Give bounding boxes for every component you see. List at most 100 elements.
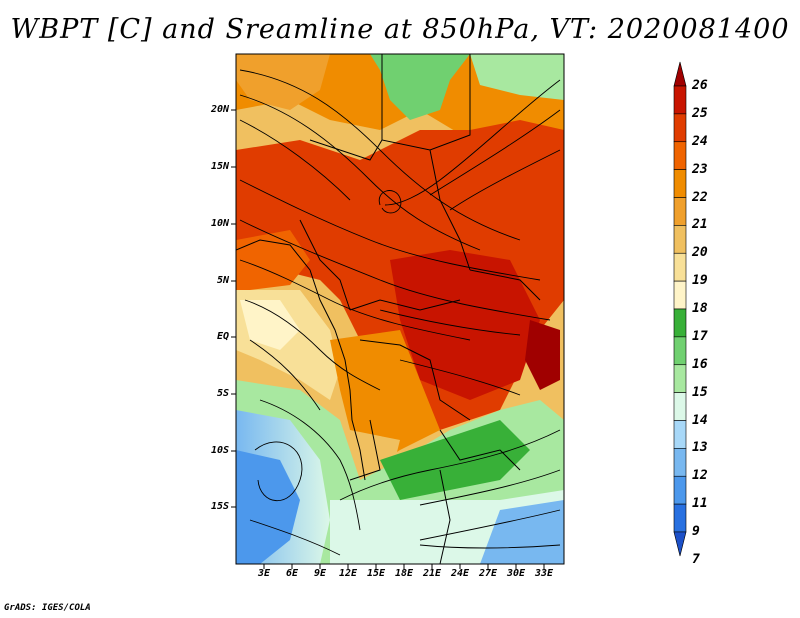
colorbar-label: 9: [692, 524, 700, 539]
colorbar-label: 19: [692, 273, 708, 289]
colorbar-label: 26: [692, 78, 708, 93]
colorbar-swatch: [673, 85, 687, 115]
lat-label: EQ: [216, 331, 229, 342]
colorbar-label: 15: [692, 384, 708, 400]
lon-label: 30E: [506, 568, 526, 579]
streamline-vortex: [378, 190, 402, 214]
lon-label: 18E: [394, 568, 414, 579]
streamline: [429, 109, 561, 196]
lat-label: 20N: [210, 104, 229, 115]
colorbar-label: 16: [692, 356, 708, 372]
colorbar-swatch: [673, 531, 687, 557]
border-line: [469, 269, 541, 301]
lon-label: 24E: [450, 568, 470, 579]
border-line: [309, 139, 383, 161]
colorbar-swatch: [673, 141, 687, 170]
colorbar-swatch: [673, 336, 687, 366]
colorbar-label: 18: [692, 301, 708, 316]
credit-text: GrADS: IGES/COLA: [4, 603, 91, 613]
wbpt-shading: [236, 54, 564, 564]
colorbar-label: 20: [692, 245, 708, 261]
lon-label: 33E: [534, 568, 554, 579]
colorbar-label: 25: [692, 105, 708, 121]
streamline: [249, 519, 341, 556]
colorbar-swatch: [673, 420, 687, 449]
lat-label: 15N: [210, 161, 229, 172]
streamline: [239, 259, 471, 341]
colorbar-label: 17: [692, 328, 708, 344]
border-line: [359, 339, 471, 421]
colorbar-swatch: [673, 475, 687, 505]
country-borders: [236, 54, 541, 564]
colorbar-swatch: [673, 225, 687, 254]
colorbar-swatch: [673, 113, 687, 143]
streamline: [384, 79, 561, 206]
streamline: [419, 544, 561, 549]
streamline: [399, 359, 521, 396]
colorbar-label: 11: [692, 496, 708, 512]
colorbar-label: 21: [692, 217, 708, 233]
lat-label: 10N: [210, 218, 229, 229]
lat-ticks: [231, 109, 236, 508]
lat-label: 5S: [216, 388, 229, 399]
streamline: [379, 309, 521, 336]
streamline: [259, 399, 361, 531]
border-line: [349, 419, 381, 481]
core-dark: [390, 250, 540, 400]
streamlines: [239, 69, 561, 556]
lon-label: 27E: [478, 568, 498, 579]
southern-green-dark: [380, 420, 530, 500]
lat-label: 15S: [210, 501, 229, 512]
colorbar-swatch: [673, 197, 687, 226]
streamline: [419, 509, 561, 541]
colorbar-label: 22: [692, 189, 708, 205]
lon-ticks: [263, 564, 545, 569]
border-line: [439, 469, 451, 564]
border-line: [299, 219, 351, 311]
streamline: [239, 69, 521, 241]
colorbar-swatch: [673, 308, 687, 338]
border-line: [429, 149, 471, 271]
colorbar-swatch: [673, 169, 687, 198]
coastline: [236, 239, 366, 481]
lon-label: 21E: [422, 568, 442, 579]
lon-label: 9E: [313, 568, 327, 579]
streamline: [249, 339, 321, 411]
colorbar-label: 12: [692, 468, 708, 484]
colorbar-label: 13: [692, 440, 708, 456]
streamline: [239, 219, 551, 321]
streamline-gyre: [254, 441, 303, 502]
colorbar-swatch: [673, 503, 687, 533]
lon-label: 12E: [338, 568, 358, 579]
gulf-lightest: [240, 300, 300, 350]
map-title: WBPT [C] and Sreamline at 850hPa, VT: 20…: [10, 14, 790, 45]
lon-label: 3E: [257, 568, 271, 579]
map-frame: [235, 53, 565, 565]
colorbar-swatch: [673, 280, 687, 310]
colorbar-label: 24: [692, 133, 708, 149]
colorbar: [673, 61, 687, 557]
top-green-patch-2: [470, 54, 564, 100]
colorbar-swatch: [673, 392, 687, 421]
border-line: [439, 429, 521, 471]
colorbar-swatch: [673, 61, 687, 87]
border-line: [349, 299, 461, 311]
colorbar-label: 14: [692, 412, 708, 428]
lat-label: 10S: [210, 445, 229, 456]
lon-label: 15E: [366, 568, 386, 579]
streamline: [244, 299, 381, 391]
colorbar-label: 23: [692, 161, 708, 177]
top-green-patch: [370, 54, 470, 120]
colorbar-label: 7: [692, 551, 700, 567]
streamline: [239, 119, 351, 201]
lat-label: 5N: [216, 275, 229, 286]
streamline: [449, 149, 561, 211]
streamline: [239, 94, 481, 251]
streamline: [339, 429, 561, 501]
hot-spot-east: [525, 320, 560, 390]
colorbar-swatch: [673, 364, 687, 393]
atlantic-blue-dark: [236, 450, 300, 564]
streamline: [239, 179, 541, 281]
lon-label: 6E: [285, 568, 299, 579]
